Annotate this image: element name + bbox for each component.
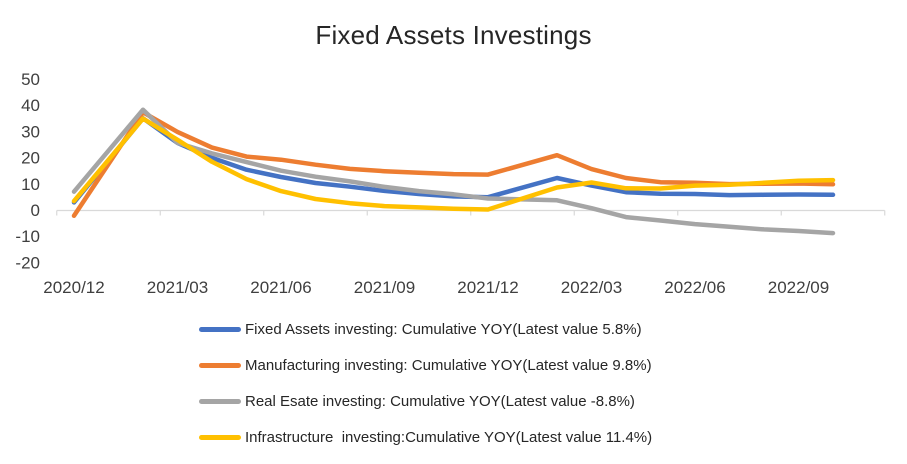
y-tick-label: -20 <box>15 253 40 272</box>
series-line-infrastructure-investing <box>71 116 836 212</box>
y-tick-label: 20 <box>21 149 40 168</box>
x-tick-label: 2021/06 <box>250 278 311 297</box>
y-tick-label: 0 <box>31 201 40 220</box>
legend-label-fixed-assets: Fixed Assets investing: Cumulative YOY(L… <box>245 320 642 338</box>
legend-swatch-infrastructure <box>199 434 241 440</box>
x-tick-label: 2021/03 <box>147 278 208 297</box>
x-tick-label: 2022/06 <box>664 278 725 297</box>
legend-item: Infrastructure investing:Cumulative YOY(… <box>199 425 652 449</box>
y-tick-label: 10 <box>21 175 40 194</box>
legend-swatch-real-estate <box>199 398 241 404</box>
y-tick-label: 30 <box>21 122 40 141</box>
legend-item: Manufacturing investing: Cumulative YOY(… <box>199 353 652 377</box>
legend: Fixed Assets investing: Cumulative YOY(L… <box>199 317 652 461</box>
legend-label-manufacturing: Manufacturing investing: Cumulative YOY(… <box>245 356 652 374</box>
x-tick-label: 2021/12 <box>457 278 518 297</box>
y-tick-label: 40 <box>21 96 40 115</box>
x-tick-label: 2022/03 <box>561 278 622 297</box>
chart-title: Fixed Assets Investings <box>315 20 592 50</box>
legend-swatch-manufacturing <box>199 362 241 368</box>
x-tick-label: 2022/09 <box>768 278 829 297</box>
legend-item: Real Esate investing: Cumulative YOY(Lat… <box>199 389 652 413</box>
series-line-real-esate-investing <box>71 107 836 236</box>
legend-label-real-estate: Real Esate investing: Cumulative YOY(Lat… <box>245 392 635 410</box>
series-line-manufacturing-investing <box>71 110 836 219</box>
x-tick-label: 2021/09 <box>354 278 415 297</box>
x-tick-label: 2020/12 <box>43 278 104 297</box>
y-tick-label: 50 <box>21 70 40 89</box>
legend-label-infrastructure: Infrastructure investing:Cumulative YOY(… <box>245 428 653 446</box>
legend-item: Fixed Assets investing: Cumulative YOY(L… <box>199 317 652 341</box>
legend-swatch-fixed-assets <box>199 326 241 332</box>
series-line-fixed-assets-investing <box>71 116 836 205</box>
y-tick-label: -10 <box>15 227 40 246</box>
